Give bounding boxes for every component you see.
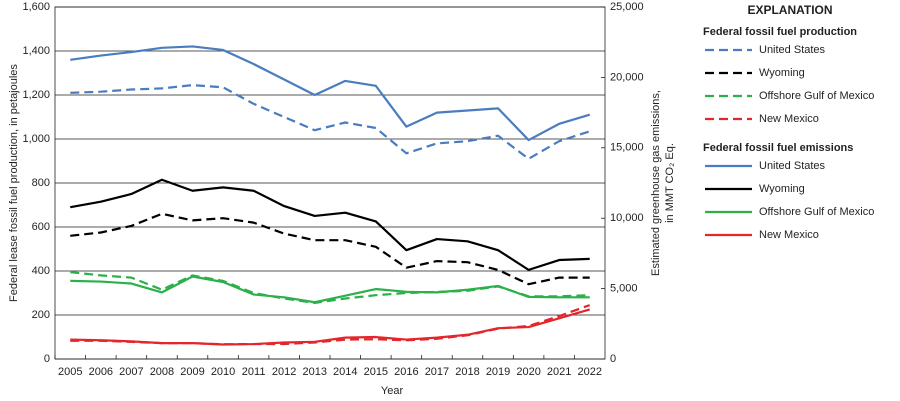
- legend-title: EXPLANATION: [747, 3, 832, 17]
- x-tick-label: 2019: [486, 366, 510, 378]
- y2-tick-label: 5,000: [610, 283, 638, 295]
- legend-label: Offshore Gulf of Mexico: [759, 206, 874, 218]
- legend-group-title: Federal fossil fuel emissions: [703, 142, 853, 154]
- x-tick-label: 2008: [150, 366, 174, 378]
- y2-axis-label: Estimated greenhouse gas emissions,: [650, 90, 662, 276]
- y-tick-label: 0: [44, 353, 50, 365]
- x-tick-label: 2015: [364, 366, 388, 378]
- x-tick-label: 2010: [211, 366, 235, 378]
- x-tick-label: 2012: [272, 366, 296, 378]
- y-tick-label: 400: [32, 265, 50, 277]
- y-tick-label: 800: [32, 177, 50, 189]
- x-tick-label: 2017: [425, 366, 449, 378]
- x-tick-label: 2005: [58, 366, 82, 378]
- x-tick-label: 2009: [180, 366, 204, 378]
- data-line: [70, 304, 591, 346]
- legend-label: United States: [759, 160, 826, 172]
- x-tick-label: 2007: [119, 366, 143, 378]
- x-tick-label: 2013: [302, 366, 326, 378]
- legend-label: New Mexico: [759, 113, 819, 125]
- data-line: [70, 84, 591, 160]
- data-line: [70, 212, 590, 286]
- x-tick-label: 2020: [516, 366, 540, 378]
- legend-label: United States: [759, 44, 826, 56]
- x-tick-label: 2011: [242, 366, 266, 378]
- legend-label: Offshore Gulf of Mexico: [759, 90, 874, 102]
- data-line: [70, 45, 591, 142]
- y-tick-label: 1,000: [22, 133, 50, 145]
- y2-tick-label: 0: [610, 353, 616, 365]
- legend-label: Wyoming: [759, 67, 805, 79]
- y2-axis-label: in MMT CO₂ Eq.: [664, 143, 676, 223]
- y2-tick-label: 10,000: [610, 212, 644, 224]
- x-tick-label: 2006: [89, 366, 113, 378]
- y-tick-label: 1,200: [22, 89, 50, 101]
- x-axis-label: Year: [381, 385, 404, 397]
- y2-tick-label: 15,000: [610, 142, 644, 154]
- y-tick-label: 200: [32, 309, 50, 321]
- data-line: [70, 178, 590, 271]
- data-line: [70, 271, 590, 304]
- legend-label: New Mexico: [759, 229, 819, 241]
- legend-group-title: Federal fossil fuel production: [703, 26, 857, 38]
- x-tick-label: 2018: [455, 366, 479, 378]
- data-line: [70, 275, 590, 304]
- x-tick-label: 2022: [577, 366, 601, 378]
- x-tick-label: 2021: [547, 366, 571, 378]
- y-tick-label: 1,400: [22, 45, 50, 57]
- x-tick-label: 2016: [394, 366, 418, 378]
- y-tick-label: 1,600: [22, 1, 50, 13]
- y-axis-label: Federal lease fossil fuel production, in…: [8, 64, 20, 302]
- data-line: [70, 308, 591, 346]
- x-tick-label: 2014: [333, 366, 357, 378]
- y2-tick-label: 20,000: [610, 71, 644, 83]
- y2-tick-label: 25,000: [610, 1, 644, 13]
- legend-label: Wyoming: [759, 183, 805, 195]
- y-tick-label: 600: [32, 221, 50, 233]
